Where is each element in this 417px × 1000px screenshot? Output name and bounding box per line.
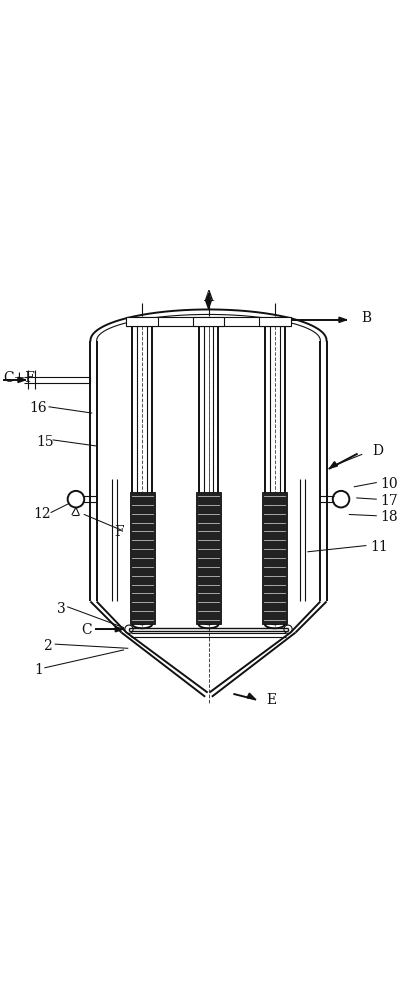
Text: 10: 10	[380, 477, 398, 491]
Polygon shape	[339, 317, 347, 322]
Bar	[193, 317, 224, 326]
Text: F: F	[115, 525, 124, 539]
Text: 12: 12	[33, 507, 51, 521]
Text: E: E	[266, 693, 276, 707]
Polygon shape	[115, 627, 123, 632]
Bar	[126, 317, 158, 326]
Polygon shape	[18, 377, 25, 382]
Text: D: D	[372, 444, 383, 458]
Bar	[262, 492, 287, 624]
Text: C: C	[81, 623, 92, 637]
Text: 1: 1	[34, 663, 43, 677]
Text: 3: 3	[57, 602, 66, 616]
Text: 16: 16	[29, 401, 47, 415]
Polygon shape	[330, 462, 337, 468]
Text: 11: 11	[370, 540, 388, 554]
Bar	[130, 492, 155, 624]
Text: 15: 15	[36, 435, 54, 449]
Bar	[259, 317, 291, 326]
Bar	[196, 492, 221, 624]
Text: 17: 17	[380, 494, 398, 508]
Text: 18: 18	[380, 510, 398, 524]
Text: B: B	[362, 311, 372, 325]
Text: A: A	[203, 290, 214, 304]
Polygon shape	[206, 294, 211, 301]
Polygon shape	[206, 301, 211, 309]
Polygon shape	[247, 693, 255, 699]
Text: C+F: C+F	[3, 371, 35, 385]
Text: 2: 2	[43, 639, 51, 653]
